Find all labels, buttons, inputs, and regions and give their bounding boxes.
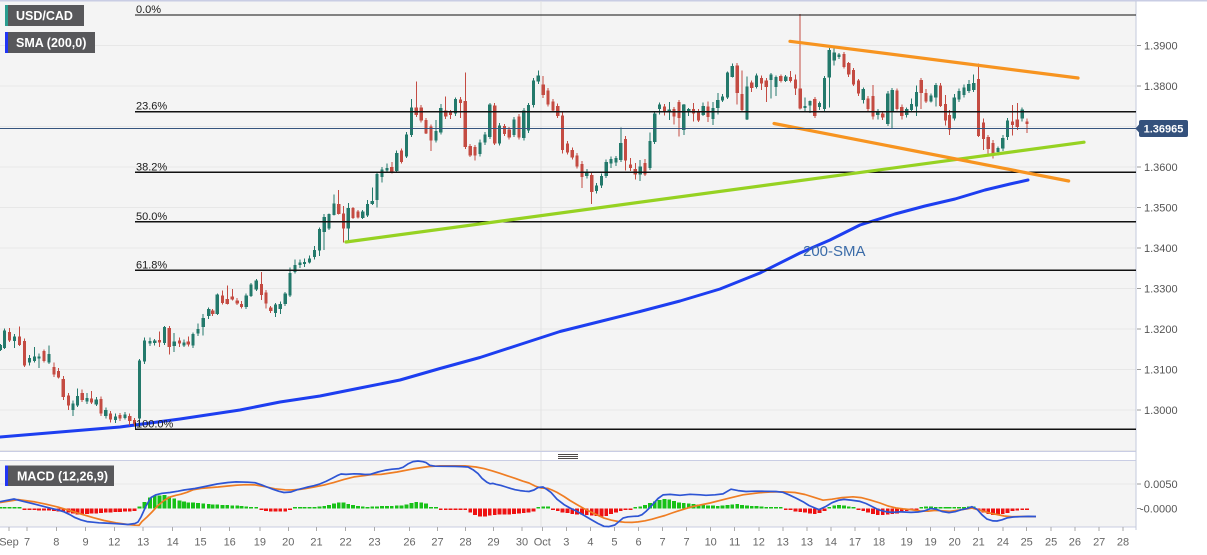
svg-text:26: 26 [403,537,415,549]
svg-text:16: 16 [224,537,236,549]
svg-text:1.3300: 1.3300 [1144,284,1178,296]
svg-text:28: 28 [459,537,471,549]
svg-text:23: 23 [368,537,380,549]
svg-text:3: 3 [563,537,569,549]
svg-text:4: 4 [587,537,593,549]
svg-text:19: 19 [924,537,936,549]
svg-text:21: 21 [972,537,984,549]
svg-text:13: 13 [777,537,789,549]
svg-text:17: 17 [849,537,861,549]
svg-text:30: 30 [516,537,528,549]
svg-text:14: 14 [167,537,179,549]
svg-text:25: 25 [1021,537,1033,549]
svg-text:5: 5 [611,537,617,549]
svg-text:7: 7 [684,537,690,549]
svg-text:61.8%: 61.8% [136,259,167,271]
svg-text:9: 9 [82,537,88,549]
svg-text:1.36965: 1.36965 [1144,124,1184,136]
svg-text:19: 19 [900,537,912,549]
svg-text:7: 7 [24,537,30,549]
svg-text:1.3800: 1.3800 [1144,81,1178,93]
svg-text:12: 12 [108,537,120,549]
svg-text:7: 7 [660,537,666,549]
svg-text:38.2%: 38.2% [136,161,167,173]
svg-text:Oct: Oct [534,537,551,549]
svg-text:1.3100: 1.3100 [1144,365,1178,377]
svg-text:MACD (12,26,9): MACD (12,26,9) [17,469,108,483]
svg-text:19: 19 [254,537,266,549]
svg-text:6: 6 [635,537,641,549]
svg-text:18: 18 [873,537,885,549]
svg-text:1.3600: 1.3600 [1144,162,1178,174]
svg-text:1.3500: 1.3500 [1144,203,1178,215]
svg-text:-0.0000: -0.0000 [1140,504,1177,516]
svg-text:0.0%: 0.0% [136,4,161,16]
svg-text:22: 22 [339,537,351,549]
svg-text:26: 26 [1069,537,1081,549]
svg-text:200-SMA: 200-SMA [803,243,866,260]
svg-text:USD/CAD: USD/CAD [16,9,73,23]
svg-text:1.3000: 1.3000 [1144,405,1178,417]
svg-text:1.3200: 1.3200 [1144,324,1178,336]
svg-text:21: 21 [310,537,322,549]
svg-text:24: 24 [997,537,1009,549]
svg-text:20: 20 [948,537,960,549]
svg-text:SMA (200,0): SMA (200,0) [16,36,86,50]
svg-text:27: 27 [431,537,443,549]
svg-text:27: 27 [1093,537,1105,549]
svg-text:23.6%: 23.6% [136,101,167,113]
svg-text:1.3400: 1.3400 [1144,243,1178,255]
svg-text:Sep: Sep [0,537,19,549]
svg-text:20: 20 [282,537,294,549]
svg-text:12: 12 [753,537,765,549]
svg-text:50.0%: 50.0% [136,211,167,223]
svg-text:1.3900: 1.3900 [1144,40,1178,52]
svg-text:0.0050: 0.0050 [1144,479,1178,491]
svg-text:8: 8 [53,537,59,549]
svg-text:28: 28 [1117,537,1129,549]
svg-text:13: 13 [801,537,813,549]
svg-text:11: 11 [729,537,740,549]
svg-text:10: 10 [705,537,717,549]
svg-text:25: 25 [1045,537,1057,549]
svg-text:29: 29 [487,537,499,549]
svg-text:15: 15 [194,537,206,549]
svg-text:100.0%: 100.0% [136,418,174,430]
svg-text:14: 14 [825,537,837,549]
svg-text:13: 13 [137,537,149,549]
